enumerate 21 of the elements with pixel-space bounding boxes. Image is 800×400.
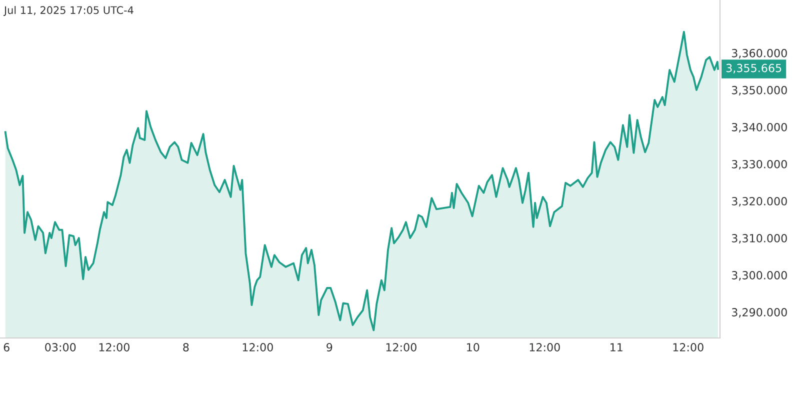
y-tick-label: 3,350.000 <box>732 86 787 96</box>
y-tick-label: 3,300.000 <box>732 271 787 281</box>
y-tick-label: 3,330.000 <box>732 160 787 170</box>
x-tick-label: 6 <box>4 343 10 352</box>
x-tick-label: 8 <box>183 343 189 352</box>
y-tick-label: 3,340.000 <box>732 122 787 132</box>
x-tick-label: 12:00 <box>242 343 273 352</box>
annotation: Jul 11, 2025 17:05 UTC-4 <box>3 6 134 16</box>
x-tick-label: 9 <box>326 343 332 352</box>
x-tick-label: 12:00 <box>673 343 704 352</box>
annotation: 3,355.665 <box>726 64 782 74</box>
x-tick-label: 03:00 <box>45 343 76 352</box>
x-tick-label: 11 <box>610 343 622 352</box>
x-tick-label: 12:00 <box>99 343 130 352</box>
y-tick-label: 3,320.000 <box>732 197 787 207</box>
x-tick-label: 12:00 <box>386 343 416 352</box>
x-tick-label: 10 <box>467 343 480 352</box>
y-tick-label: 3,290.000 <box>732 308 787 318</box>
x-tick-label: 12:00 <box>530 343 560 352</box>
y-tick-label: 3,310.000 <box>732 234 787 244</box>
y-tick-label: 3,360.000 <box>732 48 787 58</box>
